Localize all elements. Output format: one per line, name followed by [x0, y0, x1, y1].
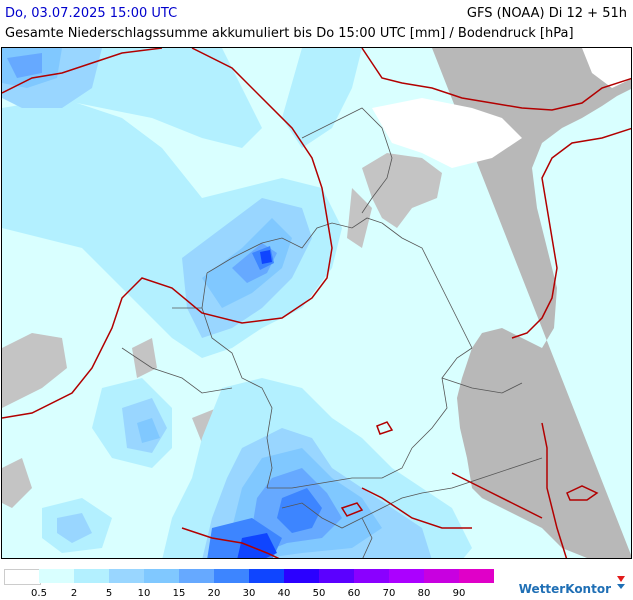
legend-swatch — [144, 569, 180, 583]
legend-label: 50 — [312, 588, 326, 599]
legend-label: 15 — [172, 588, 186, 599]
country-borders — [121, 107, 543, 558]
legend-label: 80 — [417, 588, 431, 599]
legend-swatch — [109, 569, 145, 583]
forecast-datetime: Do, 03.07.2025 15:00 UTC — [5, 6, 178, 21]
legend-swatch — [74, 569, 110, 583]
legend-swatch — [424, 569, 460, 583]
header: Do, 03.07.2025 15:00 UTC GFS (NOAA) Di 1… — [0, 0, 633, 48]
legend-label: 10 — [137, 588, 151, 599]
map-canvas — [2, 48, 631, 558]
legend-swatch — [39, 569, 75, 583]
legend-label: 5 — [105, 588, 113, 599]
legend-label: 30 — [242, 588, 256, 599]
legend-swatch — [354, 569, 390, 583]
legend-swatch — [284, 569, 320, 583]
legend-label: 2 — [70, 588, 78, 599]
legend-label: 60 — [347, 588, 361, 599]
legend-swatch — [179, 569, 215, 583]
legend-swatch — [319, 569, 355, 583]
model-run: GFS (NOAA) Di 12 + 51h — [466, 6, 627, 21]
legend-label: 40 — [277, 588, 291, 599]
no-data-areas — [2, 48, 631, 558]
legend-label: 20 — [207, 588, 221, 599]
legend-label: 70 — [382, 588, 396, 599]
precip-30-40 — [237, 250, 277, 558]
legend-swatch — [214, 569, 250, 583]
legend-swatch — [389, 569, 425, 583]
precipitation-map[interactable] — [1, 47, 632, 559]
isobars — [2, 48, 631, 558]
legend-swatch — [249, 569, 285, 583]
brand-logo[interactable]: WetterKontor — [518, 582, 611, 596]
legend-swatch — [459, 569, 495, 583]
legend-swatch — [4, 569, 41, 585]
brand-mark-icon — [617, 576, 625, 589]
legend-label: 90 — [452, 588, 466, 599]
legend-label: 0.5 — [31, 588, 47, 599]
map-title: Gesamte Niederschlagssumme akkumuliert b… — [5, 26, 574, 41]
